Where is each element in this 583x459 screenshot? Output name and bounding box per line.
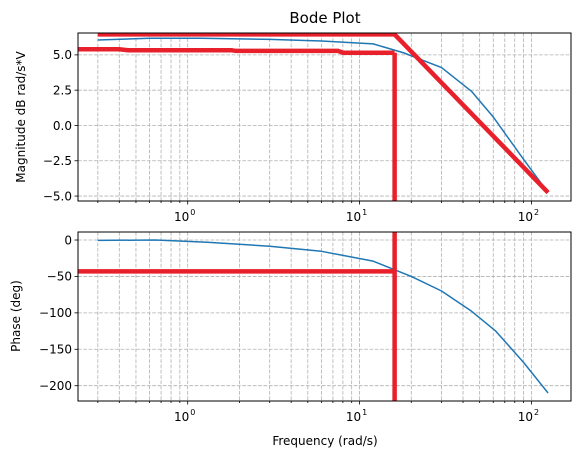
magnitude-x-tick-exponent: 2	[534, 208, 539, 217]
magnitude-grid	[78, 33, 571, 201]
phase-x-tick-base: 10	[518, 410, 533, 424]
phase-x-tick-label: 101	[346, 408, 367, 424]
magnitude-y-tick-label: −2.5	[43, 154, 72, 168]
magnitude-y-tick-label: 5.0	[53, 48, 72, 62]
magnitude-x-tick-label: 101	[346, 208, 367, 224]
phase-y-tick-label: 0	[64, 233, 72, 247]
x-axis-label: Frequency (rad/s)	[272, 434, 377, 448]
magnitude-asymptote-lower	[78, 46, 395, 56]
phase-y-axis-label: Phase (deg)	[9, 280, 23, 352]
magnitude-x-tick-base: 10	[518, 210, 533, 224]
phase-x-tick-base: 10	[174, 410, 189, 424]
phase-x-tick-base: 10	[346, 410, 361, 424]
phase-y-tick-label: −150	[39, 343, 72, 357]
magnitude-x-tick-exponent: 1	[362, 208, 367, 217]
phase-x-tick-label: 102	[518, 408, 539, 424]
phase-frame	[77, 231, 572, 402]
phase-y-tick-label: −200	[39, 379, 72, 393]
phase-series-line	[97, 239, 549, 394]
magnitude-x-tick-exponent: 0	[190, 208, 195, 217]
phase-y-tick-label: −50	[47, 270, 72, 284]
magnitude-y-tick-label: 2.5	[53, 83, 72, 97]
magnitude-asymptote-upper	[97, 33, 550, 195]
magnitude-y-tick-label: −5.0	[43, 189, 72, 203]
magnitude-frame	[77, 32, 572, 202]
phase-x-tick-label: 100	[174, 408, 195, 424]
phase-y-tick-label: −100	[39, 306, 72, 320]
magnitude-x-tick-base: 10	[174, 210, 189, 224]
magnitude-x-tick-label: 100	[174, 208, 195, 224]
magnitude-series-line	[97, 37, 549, 193]
phase-x-tick-exponent: 2	[534, 408, 539, 417]
magnitude-x-tick-label: 102	[518, 208, 539, 224]
magnitude-x-tick-base: 10	[346, 210, 361, 224]
phase-data	[78, 232, 549, 401]
magnitude-data	[78, 33, 550, 201]
magnitude-y-tick-label: 0.0	[53, 119, 72, 133]
chart-title: Bode Plot	[289, 9, 360, 27]
magnitude-y-axis-label: Magnitude dB rad/s*V	[14, 50, 28, 182]
phase-x-tick-exponent: 0	[190, 408, 195, 417]
phase-x-tick-exponent: 1	[362, 408, 367, 417]
